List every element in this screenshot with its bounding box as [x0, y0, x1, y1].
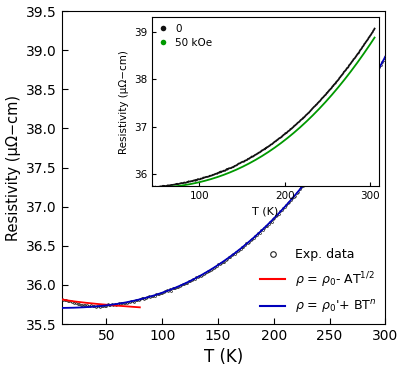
X-axis label: T (K): T (K)	[204, 349, 243, 366]
Legend: Exp. data, $\rho$ = $\rho_0$- AT$^{1/2}$, $\rho$ = $\rho_0$'+ BT$^n$: Exp. data, $\rho$ = $\rho_0$- AT$^{1/2}$…	[255, 243, 381, 320]
Y-axis label: Resistivity (μΩ−cm): Resistivity (μΩ−cm)	[6, 94, 21, 241]
